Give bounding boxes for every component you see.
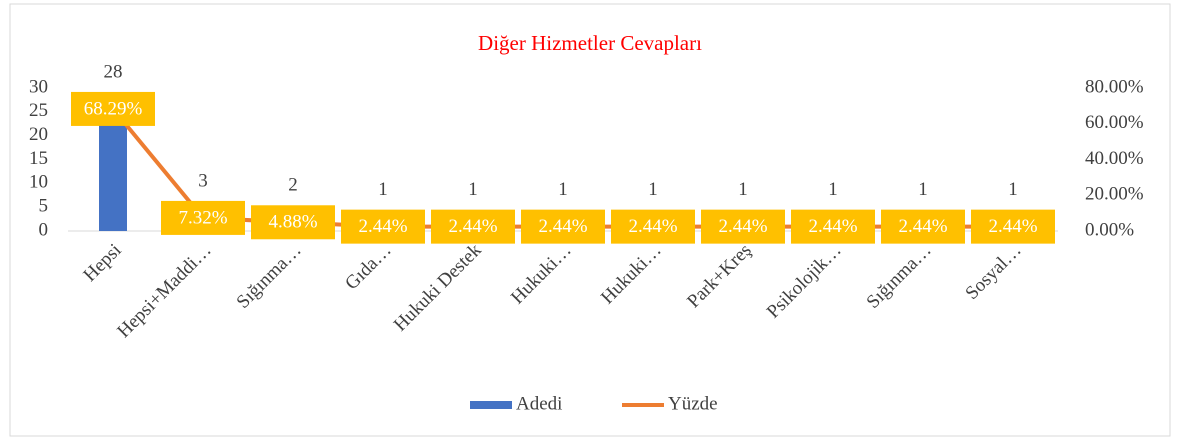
y2-tick-label: 0.00% xyxy=(1085,219,1134,240)
chart-title: Diğer Hizmetler Cevapları xyxy=(478,31,702,55)
label-box xyxy=(161,200,245,235)
label-box xyxy=(521,209,605,244)
y-tick-label: 5 xyxy=(39,196,49,217)
value-label: 2.44% xyxy=(628,216,677,237)
label-box xyxy=(251,205,335,240)
y2-tick-label: 40.00% xyxy=(1085,148,1144,169)
value-label: 68.29% xyxy=(84,98,143,119)
y-tick-label: 0 xyxy=(39,219,49,240)
legend-label: Adedi xyxy=(516,393,562,414)
y2-tick-label: 80.00% xyxy=(1085,76,1144,97)
legend-label: Yüzde xyxy=(668,393,718,414)
label-box xyxy=(341,209,425,244)
label-box xyxy=(791,209,875,244)
y-tick-label: 20 xyxy=(29,124,48,145)
count-label: 1 xyxy=(468,179,478,200)
count-label: 1 xyxy=(1008,179,1018,200)
label-box xyxy=(431,209,515,244)
count-label: 1 xyxy=(378,179,388,200)
count-label: 1 xyxy=(738,179,748,200)
value-label: 2.44% xyxy=(808,216,857,237)
label-box xyxy=(701,209,785,244)
value-label: 2.44% xyxy=(718,216,767,237)
value-label: 2.44% xyxy=(358,216,407,237)
legend-swatch xyxy=(470,401,512,409)
count-label: 1 xyxy=(558,179,568,200)
value-label: 2.44% xyxy=(538,216,587,237)
count-label: 28 xyxy=(104,61,123,82)
y-tick-label: 10 xyxy=(29,172,48,193)
count-label: 1 xyxy=(918,179,928,200)
label-box xyxy=(881,209,965,244)
value-label: 2.44% xyxy=(898,216,947,237)
value-label: 2.44% xyxy=(448,216,497,237)
count-label: 2 xyxy=(288,175,298,196)
value-label: 4.88% xyxy=(268,212,317,233)
count-label: 1 xyxy=(828,179,838,200)
y2-tick-label: 60.00% xyxy=(1085,112,1144,133)
y-tick-label: 30 xyxy=(29,76,48,97)
y2-tick-label: 20.00% xyxy=(1085,184,1144,205)
label-box xyxy=(971,209,1055,244)
count-label: 1 xyxy=(648,179,658,200)
y-tick-label: 25 xyxy=(29,100,48,121)
value-label: 2.44% xyxy=(988,216,1037,237)
count-label: 3 xyxy=(198,170,208,191)
value-label: 7.32% xyxy=(178,207,227,228)
label-box xyxy=(611,209,695,244)
y-tick-label: 15 xyxy=(29,148,48,169)
label-box xyxy=(71,91,155,126)
